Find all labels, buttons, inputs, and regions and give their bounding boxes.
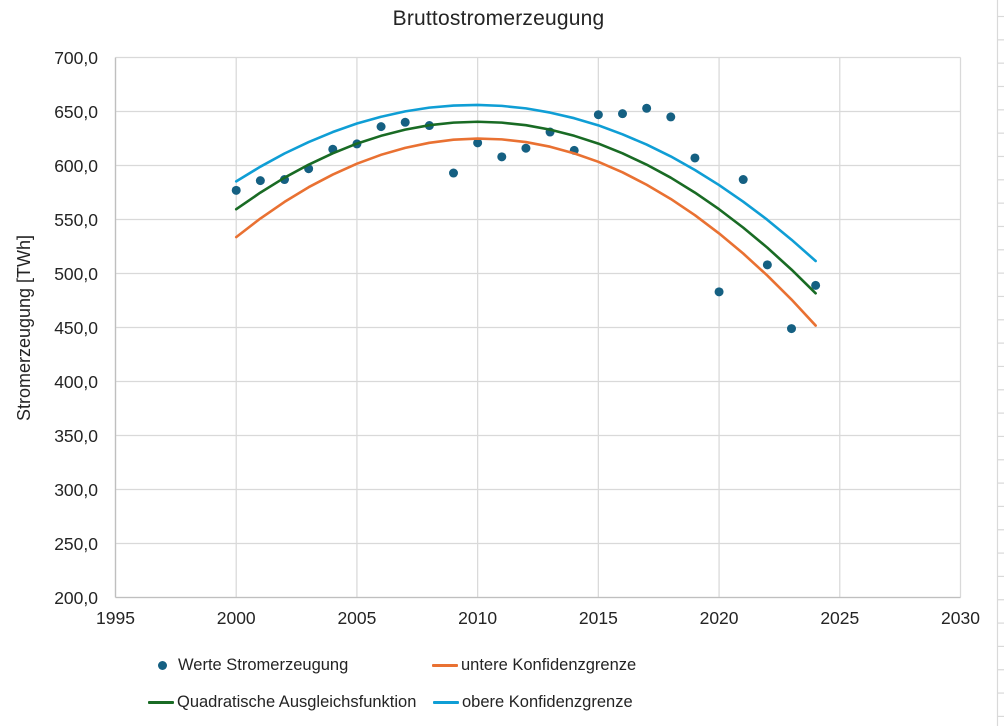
data-point[interactable] bbox=[618, 109, 627, 119]
data-point[interactable] bbox=[787, 324, 796, 334]
data-point[interactable] bbox=[762, 260, 772, 270]
series-line-untere-konfidenzgrenze[interactable] bbox=[234, 137, 817, 327]
y-tick-label: 550,0 bbox=[54, 209, 98, 230]
x-tick-label: 2010 bbox=[458, 608, 498, 628]
data-point[interactable] bbox=[231, 185, 241, 195]
data-point[interactable] bbox=[255, 176, 265, 186]
y-tick-label: 700,0 bbox=[54, 47, 98, 68]
series-line-obere-konfidenzgrenze[interactable] bbox=[234, 103, 817, 263]
legend-item-label: untere Konfidenzgrenze bbox=[461, 655, 637, 674]
legend-line-marker-icon bbox=[148, 691, 174, 713]
legend-item-untere-konfidenzgrenze[interactable]: untere Konfidenzgrenze bbox=[432, 654, 636, 676]
data-point[interactable] bbox=[376, 122, 386, 132]
y-tick-label: 350,0 bbox=[54, 425, 98, 446]
data-point[interactable] bbox=[497, 152, 507, 162]
data-point[interactable] bbox=[666, 112, 676, 122]
marker-shape bbox=[433, 700, 459, 704]
y-tick-label: 450,0 bbox=[54, 317, 98, 338]
data-point[interactable] bbox=[811, 280, 821, 290]
chart-title[interactable]: Bruttostromerzeugung bbox=[392, 7, 605, 30]
data-point[interactable] bbox=[400, 117, 410, 127]
x-tick-label: 1995 bbox=[96, 608, 135, 628]
marker-shape bbox=[157, 660, 167, 670]
y-tick-label: 600,0 bbox=[54, 155, 98, 176]
data-point[interactable] bbox=[449, 168, 458, 178]
legend-line-marker-icon bbox=[433, 691, 459, 713]
data-point[interactable] bbox=[593, 110, 603, 120]
y-tick-label: 400,0 bbox=[54, 371, 98, 392]
data-point[interactable] bbox=[738, 175, 748, 185]
y-tick-label: 250,0 bbox=[54, 533, 98, 554]
legend-dot-marker-icon bbox=[149, 654, 175, 676]
y-tick-label: 650,0 bbox=[54, 101, 98, 122]
x-tick-label: 2000 bbox=[216, 608, 256, 628]
x-tick-label: 2025 bbox=[820, 608, 860, 628]
legend-item-quadratische-ausgleichsfunktion[interactable]: Quadratische Ausgleichsfunktion bbox=[148, 691, 416, 713]
legend-item-label: obere Konfidenzgrenze bbox=[462, 692, 633, 711]
x-tick-label: 2030 bbox=[941, 608, 980, 628]
data-point[interactable] bbox=[642, 103, 652, 113]
data-point[interactable] bbox=[521, 143, 531, 153]
x-tick-label: 2020 bbox=[699, 608, 739, 628]
marker-shape bbox=[432, 663, 458, 667]
y-tick-label: 300,0 bbox=[54, 479, 98, 500]
legend-item-label: Werte Stromerzeugung bbox=[178, 655, 349, 674]
series-line-quadratische-ausgleichsfunktion[interactable] bbox=[234, 120, 817, 295]
data-point[interactable] bbox=[714, 287, 724, 297]
data-point[interactable] bbox=[473, 138, 483, 148]
legend-item-werte-stromerzeugung[interactable]: Werte Stromerzeugung bbox=[149, 654, 348, 676]
x-tick-label: 2005 bbox=[337, 608, 377, 628]
y-tick-label: 500,0 bbox=[54, 263, 98, 284]
marker-shape bbox=[148, 700, 174, 704]
legend-line-marker-icon bbox=[432, 654, 458, 676]
y-tick-label: 200,0 bbox=[54, 587, 98, 608]
legend-item-obere-konfidenzgrenze[interactable]: obere Konfidenzgrenze bbox=[433, 691, 633, 713]
x-tick-label: 2015 bbox=[578, 608, 618, 628]
data-point[interactable] bbox=[690, 153, 700, 163]
legend-item-label: Quadratische Ausgleichsfunktion bbox=[177, 692, 417, 711]
